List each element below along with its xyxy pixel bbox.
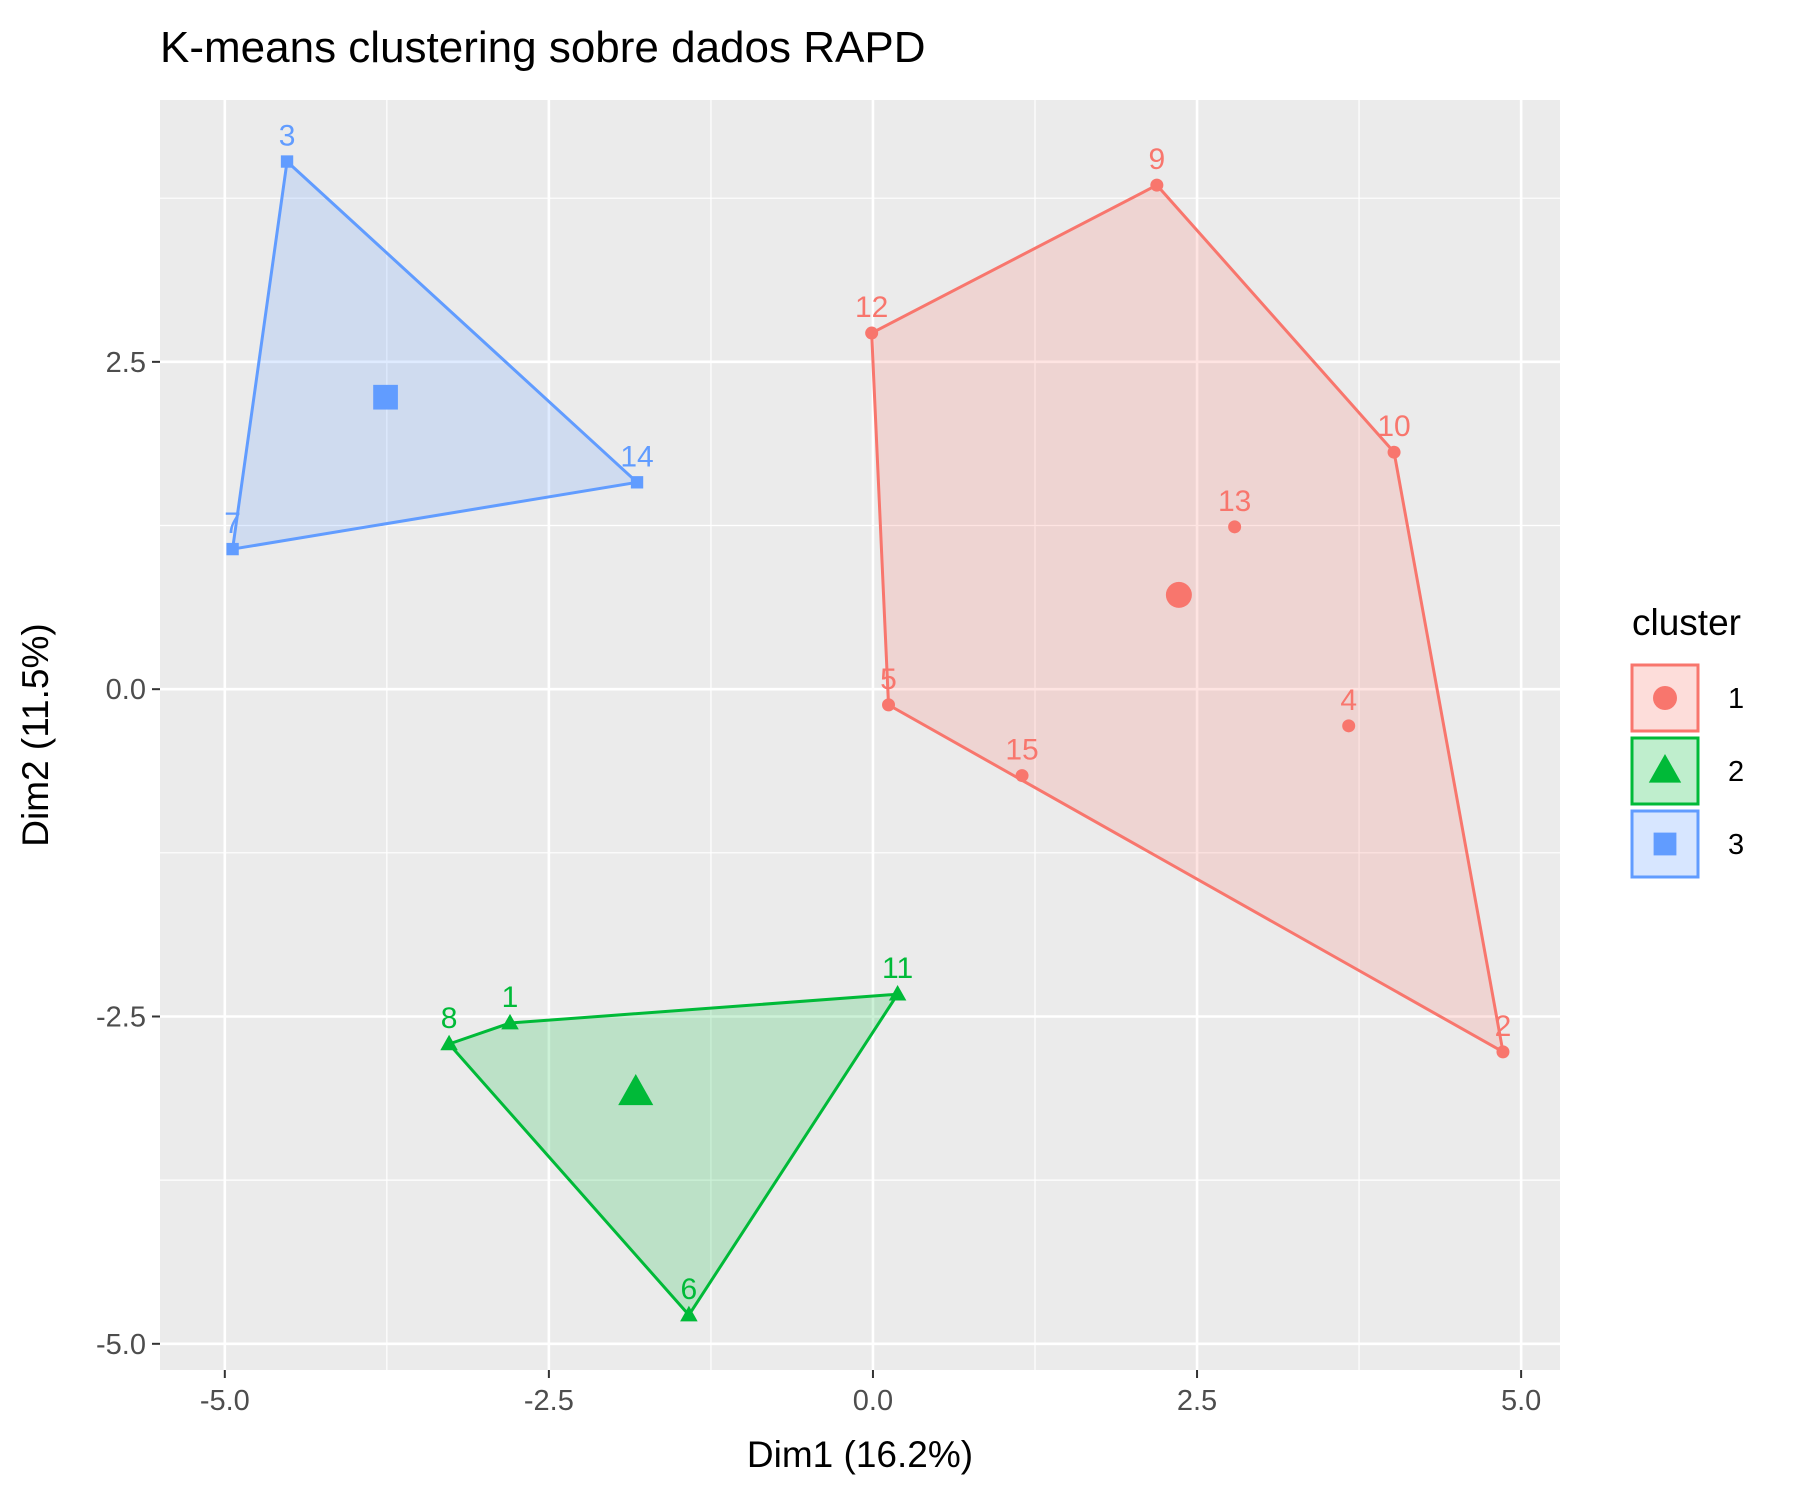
point-15 [1015,769,1029,783]
point-label-9: 9 [1149,143,1166,176]
point-9 [1150,178,1164,192]
x-tick-label-2: 0.0 [853,1385,893,1417]
point-label-12: 12 [855,291,888,324]
point-label-13: 13 [1218,485,1251,518]
x-tick-label-3: 2.5 [1177,1385,1217,1417]
centroid-cluster-3 [373,384,398,410]
point-7 [226,542,239,556]
x-tick-label-1: -2.5 [524,1385,574,1417]
legend-symbol-3 [1653,832,1677,856]
hull-cluster-3 [231,160,639,551]
legend-title: cluster [1632,602,1741,643]
point-label-1: 1 [502,981,519,1014]
point-label-4: 4 [1340,684,1357,717]
point-10 [1387,445,1401,459]
point-4 [1342,719,1356,733]
point-label-8: 8 [441,1002,458,1035]
point-label-15: 15 [1005,734,1038,767]
point-2 [1496,1045,1510,1059]
y-tick-label-3: 2.5 [106,347,146,379]
point-label-14: 14 [620,440,653,473]
y-tick-label-1: -2.5 [96,1001,146,1033]
point-label-11: 11 [882,952,913,985]
legend-symbol-1 [1653,686,1677,710]
point-label-3: 3 [279,120,296,153]
legend: cluster 1 2 3 [1630,602,1744,879]
centroid-cluster-1 [1165,581,1192,608]
point-11 [888,985,907,1001]
x-axis-title: Dim1 (16.2%) [747,1434,973,1475]
point-label-6: 6 [681,1273,698,1306]
plot-panel [160,100,1560,1370]
point-8 [440,1034,458,1051]
hull-cluster-1 [870,183,1505,1054]
y-axis-title: Dim2 (11.5%) [15,623,56,846]
axes: -5.0 -2.5 0.0 2.5 5.0 -5.0 -2.5 0.0 2.5 [96,347,1541,1417]
point-13 [1228,520,1242,534]
legend-label-2: 2 [1728,756,1744,788]
cluster-hulls [231,160,1505,1317]
point-labels: 9 12 10 13 5 4 15 2 11 8 1 6 3 14 7 [224,120,1511,1306]
point-6 [680,1305,698,1322]
point-5 [882,698,896,712]
y-tick-label-2: 0.0 [106,674,146,706]
point-3 [280,155,294,168]
chart-title: K-means clustering sobre dados RAPD [160,23,925,72]
point-1 [501,1013,519,1030]
point-14 [630,476,644,489]
y-tick-label-0: -5.0 [96,1329,146,1361]
point-label-7: 7 [224,507,241,540]
point-label-5: 5 [880,663,897,696]
legend-label-1: 1 [1728,683,1744,715]
point-label-10: 10 [1377,410,1410,443]
legend-label-3: 3 [1728,829,1744,861]
cluster-points [226,155,1510,1322]
x-tick-label-0: -5.0 [200,1385,250,1417]
centroid-cluster-2 [618,1074,654,1106]
x-tick-label-4: 5.0 [1501,1385,1541,1417]
legend-symbol-2 [1648,753,1682,783]
point-label-2: 2 [1495,1010,1512,1043]
point-12 [865,326,879,340]
